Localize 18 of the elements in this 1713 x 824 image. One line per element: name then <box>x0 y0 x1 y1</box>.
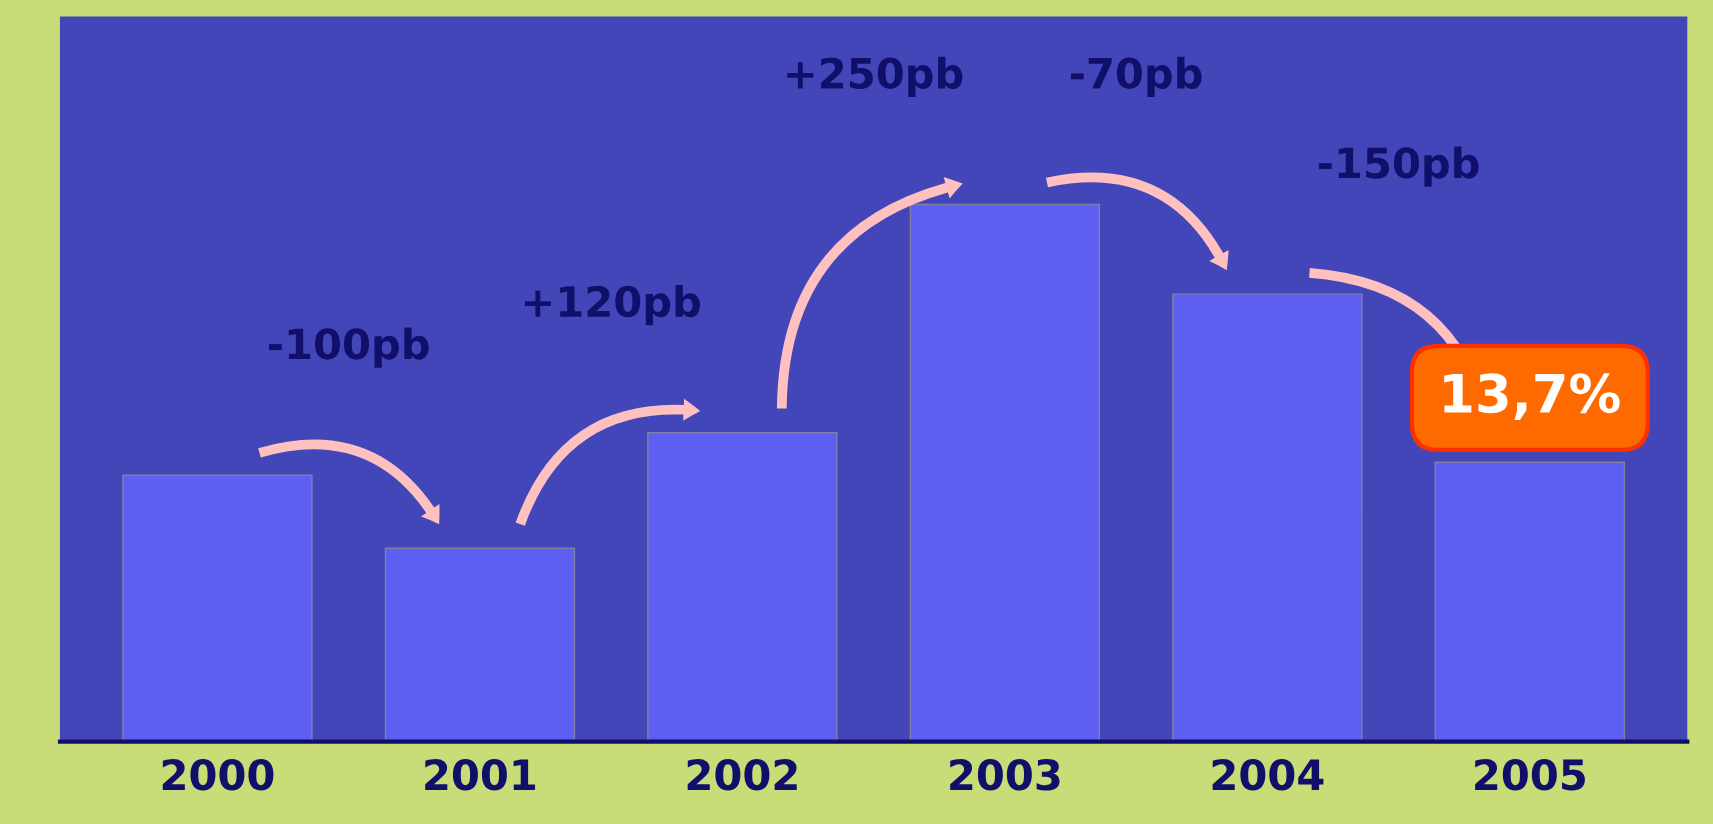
text: -70pb <box>1070 56 1202 98</box>
text: -150pb <box>1318 146 1479 187</box>
bar <box>384 547 576 742</box>
x-tick-label: 2001 <box>425 759 536 791</box>
bar <box>647 432 838 742</box>
x-tick-label: 2004 <box>1212 759 1324 791</box>
annotation: 13,7% <box>1444 373 1620 420</box>
text: +250pb <box>787 56 963 98</box>
annotation: +120pb <box>524 285 701 326</box>
x-tick-label: 2003 <box>950 759 1060 791</box>
x-tick-label: 2005 <box>1475 759 1585 791</box>
x-tick-label: 2000 <box>162 759 274 791</box>
annotation: -100pb <box>268 327 429 368</box>
x-tick-label: 2002 <box>687 759 797 791</box>
bar <box>909 203 1101 742</box>
bar <box>1172 293 1363 742</box>
bar <box>122 474 313 742</box>
bar <box>1434 461 1626 742</box>
